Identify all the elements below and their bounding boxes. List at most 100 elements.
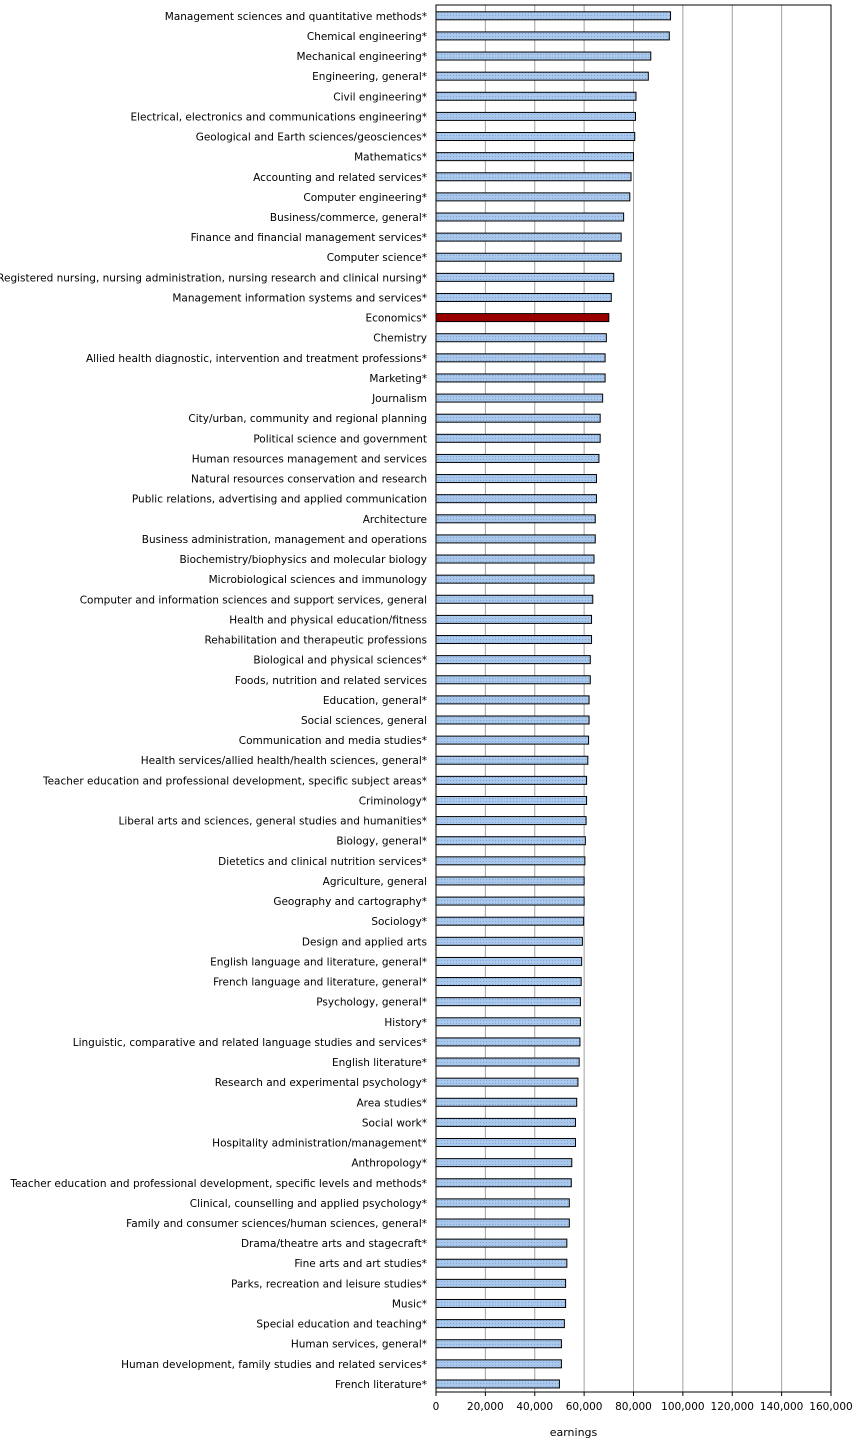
category-label: Parks, recreation and leisure studies* — [231, 1278, 427, 1290]
category-label: Electrical, electronics and communicatio… — [130, 111, 427, 123]
category-label: Health services/allied health/health sci… — [141, 755, 427, 767]
plot-frame — [435, 4, 832, 1393]
category-label: Journalism — [371, 393, 427, 405]
bar — [435, 795, 588, 805]
bar — [435, 1138, 576, 1148]
category-label: Political science and government — [253, 433, 427, 445]
bar — [435, 816, 587, 826]
bar — [435, 51, 652, 61]
x-axis: 0 20,000 40,000 60,000 80,000 100,000 120,000 1… — [433, 1392, 853, 1413]
category-label: Economics* — [365, 313, 427, 325]
x-tick-label: 140,000 — [760, 1401, 803, 1413]
x-tick-label: 20,000 — [467, 1401, 504, 1413]
category-label: Civil engineering* — [333, 91, 427, 103]
bar — [435, 715, 590, 725]
category-label: Design and applied arts — [302, 936, 427, 948]
bar — [435, 1037, 581, 1047]
category-label: Microbiological sciences and immunology — [209, 574, 427, 586]
bar — [435, 735, 590, 745]
category-label: Sociology* — [371, 916, 427, 928]
bar — [435, 1178, 572, 1188]
bar — [435, 71, 649, 81]
bar — [435, 614, 593, 624]
bar — [435, 433, 601, 443]
category-label: Criminology* — [359, 795, 427, 807]
bar — [435, 212, 625, 222]
category-label: Registered nursing, nursing administrati… — [0, 272, 427, 284]
bar — [435, 111, 636, 121]
x-tick-label: 100,000 — [661, 1401, 704, 1413]
category-label: English literature* — [332, 1057, 427, 1069]
category-label: Allied health diagnostic, intervention a… — [86, 353, 427, 365]
category-label: Public relations, advertising and applie… — [132, 494, 427, 506]
bar — [435, 936, 583, 946]
bar — [435, 1057, 580, 1067]
category-label: French language and literature, general* — [213, 977, 427, 989]
category-label: Biochemistry/biophysics and molecular bi… — [179, 554, 427, 566]
bar — [435, 453, 600, 463]
bar — [435, 977, 582, 987]
bar — [435, 695, 590, 705]
bar — [435, 1198, 570, 1208]
bar — [435, 333, 607, 343]
bar — [435, 31, 670, 41]
bar — [435, 192, 631, 202]
bar — [435, 775, 588, 785]
category-label: Social work* — [362, 1117, 427, 1129]
category-label: Health and physical education/fitness — [229, 614, 427, 626]
bar — [435, 956, 583, 966]
x-tick-label: 160,000 — [809, 1401, 852, 1413]
category-label: French literature* — [335, 1379, 427, 1391]
bar — [435, 393, 604, 403]
category-label: Hospitality administration/management* — [212, 1138, 427, 1150]
category-label: Liberal arts and sciences, general studi… — [118, 816, 427, 828]
bar — [435, 675, 591, 685]
bar — [435, 132, 636, 142]
bar — [435, 514, 596, 524]
bars — [435, 11, 672, 1389]
category-label: Dietetics and clinical nutrition service… — [218, 856, 427, 868]
category-label: Drama/theatre arts and stagecraft* — [241, 1238, 427, 1250]
bar — [435, 474, 597, 484]
bar — [435, 1117, 576, 1127]
category-label: English language and literature, general… — [210, 956, 427, 968]
category-label: Engineering, general* — [312, 71, 427, 83]
category-label: Teacher education and professional devel… — [42, 775, 427, 787]
bar — [435, 1158, 573, 1168]
bar — [435, 272, 615, 282]
category-label: Clinical, counselling and applied psycho… — [190, 1198, 427, 1210]
bar — [435, 494, 597, 504]
category-label: Computer and information sciences and su… — [80, 594, 427, 606]
category-label: Biology, general* — [336, 836, 427, 848]
category-label: Music* — [392, 1298, 427, 1310]
category-label: Education, general* — [323, 695, 427, 707]
category-label: Special education and teaching* — [256, 1319, 427, 1331]
category-label: Social sciences, general — [301, 715, 427, 727]
bar — [435, 1359, 562, 1369]
category-label: Rehabilitation and therapeutic professio… — [204, 635, 427, 647]
bar — [435, 1319, 565, 1329]
bar — [435, 574, 595, 584]
category-label: Human development, family studies and re… — [121, 1359, 427, 1371]
category-label: Finance and financial management service… — [191, 232, 427, 244]
category-label: Agriculture, general — [323, 876, 427, 888]
category-label: Linguistic, comparative and related lang… — [73, 1037, 427, 1049]
bar — [435, 1218, 570, 1228]
category-label: Computer science* — [327, 252, 427, 264]
x-tick-label: 0 — [433, 1401, 440, 1413]
category-label: Family and consumer sciences/human scien… — [126, 1218, 427, 1230]
category-label: Human services, general* — [291, 1339, 427, 1351]
category-label: Human resources management and services — [192, 453, 427, 465]
bar — [435, 1278, 567, 1288]
category-label: Marketing* — [369, 373, 427, 385]
bar — [435, 413, 601, 423]
bar — [435, 896, 585, 906]
x-tick-label: 40,000 — [516, 1401, 553, 1413]
category-label: Mechanical engineering* — [297, 51, 428, 63]
bar — [435, 292, 612, 302]
category-label: Teacher education and professional devel… — [9, 1178, 427, 1190]
bar — [435, 1339, 562, 1349]
bar — [435, 1238, 568, 1248]
bar-highlight — [435, 313, 610, 323]
bar — [435, 1379, 560, 1389]
